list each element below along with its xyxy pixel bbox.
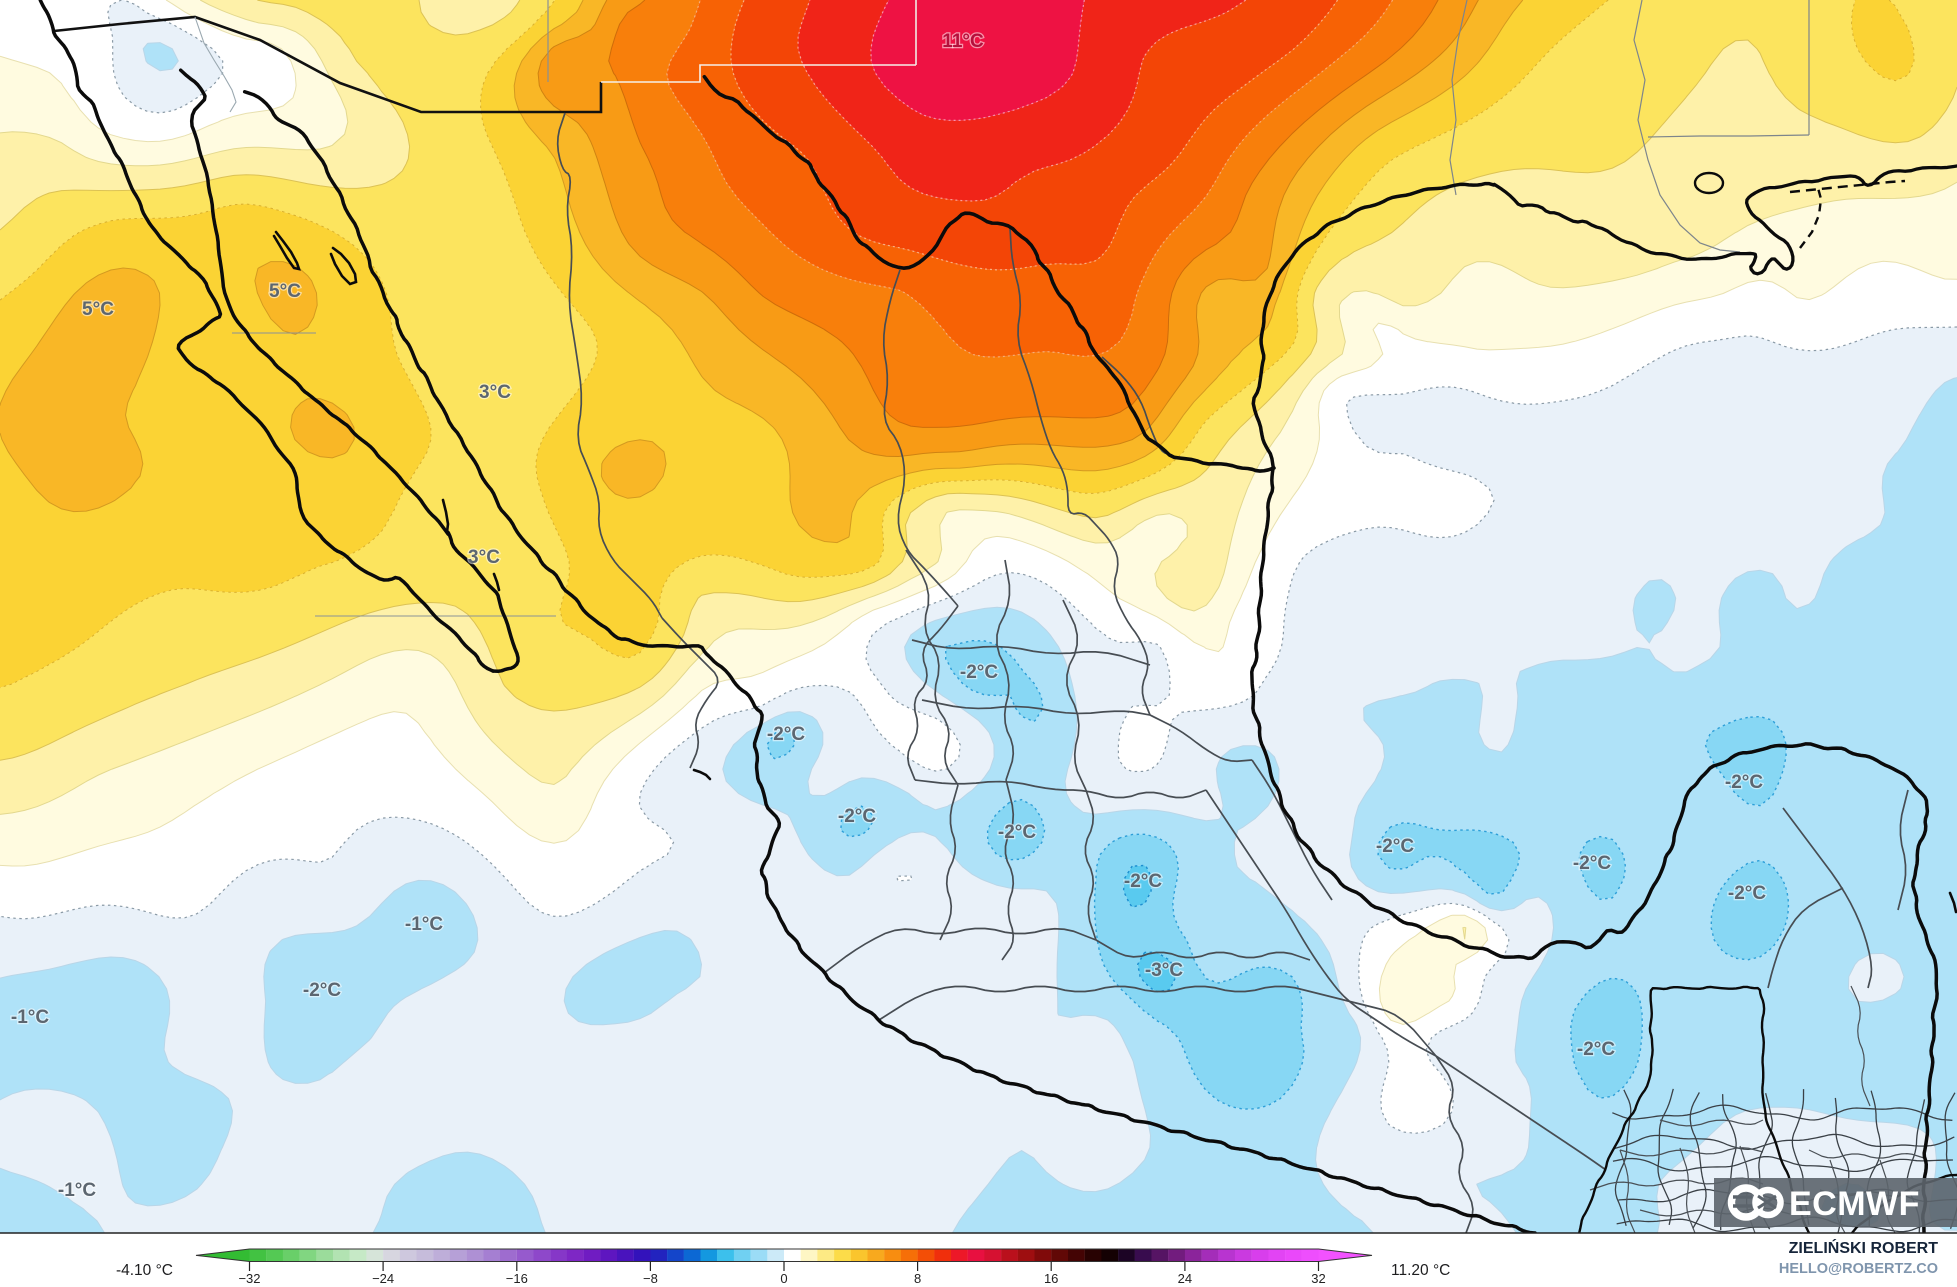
svg-text:24: 24 xyxy=(1178,1271,1192,1286)
svg-text:3°C: 3°C xyxy=(468,547,500,568)
svg-text:-4.10 °C: -4.10 °C xyxy=(116,1262,173,1279)
svg-text:−8: −8 xyxy=(643,1271,658,1286)
svg-text:-2°C: -2°C xyxy=(303,980,341,1001)
svg-text:-2°C: -2°C xyxy=(1728,883,1766,904)
svg-text:-1°C: -1°C xyxy=(405,914,443,935)
svg-text:-2°C: -2°C xyxy=(1376,836,1414,857)
svg-text:−16: −16 xyxy=(506,1271,528,1286)
svg-text:11°C: 11°C xyxy=(942,31,984,52)
svg-text:-2°C: -2°C xyxy=(960,662,998,683)
svg-text:5°C: 5°C xyxy=(269,281,301,302)
svg-text:−32: −32 xyxy=(238,1271,260,1286)
svg-text:-2°C: -2°C xyxy=(1573,853,1611,874)
svg-text:0: 0 xyxy=(780,1271,787,1286)
svg-text:-1°C: -1°C xyxy=(11,1007,49,1028)
svg-text:HELLO@ROBERTZ.CO: HELLO@ROBERTZ.CO xyxy=(1779,1261,1938,1277)
svg-text:-2°C: -2°C xyxy=(998,822,1036,843)
svg-text:-1°C: -1°C xyxy=(58,1180,96,1201)
svg-text:ZIELIŃSKI ROBERT: ZIELIŃSKI ROBERT xyxy=(1789,1238,1939,1257)
svg-text:-2°C: -2°C xyxy=(1725,772,1763,793)
svg-text:16: 16 xyxy=(1044,1271,1058,1286)
svg-text:3°C: 3°C xyxy=(479,382,511,403)
svg-text:5°C: 5°C xyxy=(82,299,114,320)
svg-text:11.20 °C: 11.20 °C xyxy=(1391,1262,1450,1279)
svg-text:-3°C: -3°C xyxy=(1145,960,1183,981)
svg-text:−24: −24 xyxy=(372,1271,394,1286)
svg-text:-2°C: -2°C xyxy=(1124,871,1162,892)
svg-text:-2°C: -2°C xyxy=(767,724,805,745)
svg-text:32: 32 xyxy=(1311,1271,1325,1286)
svg-text:-2°C: -2°C xyxy=(1577,1039,1615,1060)
svg-text:8: 8 xyxy=(914,1271,921,1286)
svg-text:ECMWF: ECMWF xyxy=(1789,1185,1920,1223)
svg-text:-2°C: -2°C xyxy=(838,806,876,827)
